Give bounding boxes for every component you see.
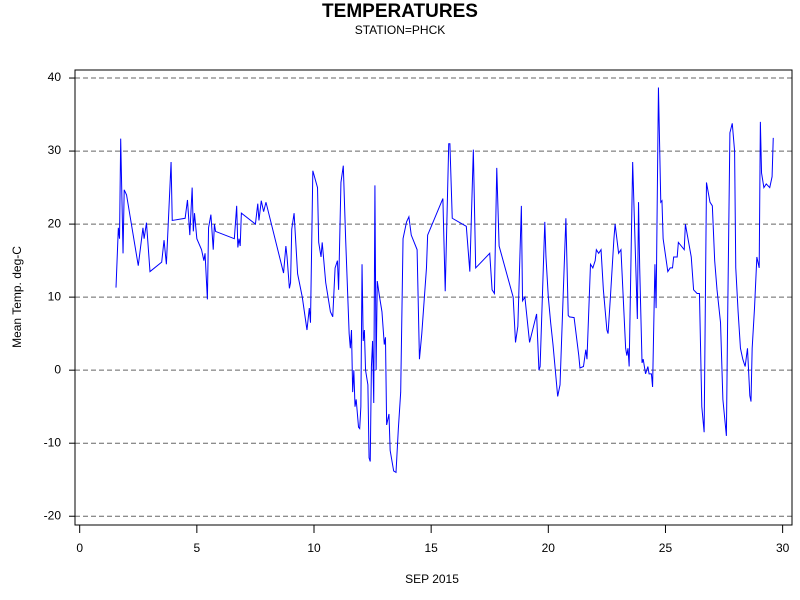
x-tick-label: 30: [776, 541, 790, 555]
y-axis-label: Mean Temp. deg-C: [10, 246, 24, 348]
data-line: [115, 87, 774, 474]
x-tick-label: 10: [307, 541, 321, 555]
x-tick-label: 20: [542, 541, 556, 555]
y-tick-label: -10: [44, 435, 62, 449]
chart-subtitle: STATION=PHCK: [355, 23, 446, 37]
x-tick-label: 5: [193, 541, 200, 555]
y-tick-label: 10: [48, 289, 62, 303]
x-axis-label: SEP 2015: [405, 572, 459, 586]
y-tick-label: 30: [48, 143, 62, 157]
y-tick-label: 0: [54, 362, 61, 376]
plot-frame: [74, 69, 793, 526]
x-tick-label: 0: [76, 541, 83, 555]
y-tick-label: 40: [48, 70, 62, 84]
y-tick-label: 20: [48, 216, 62, 230]
chart-title: TEMPERATURES: [322, 1, 478, 22]
y-tick-label: -20: [44, 508, 62, 522]
x-tick-label: 25: [659, 541, 673, 555]
x-tick-label: 15: [424, 541, 438, 555]
